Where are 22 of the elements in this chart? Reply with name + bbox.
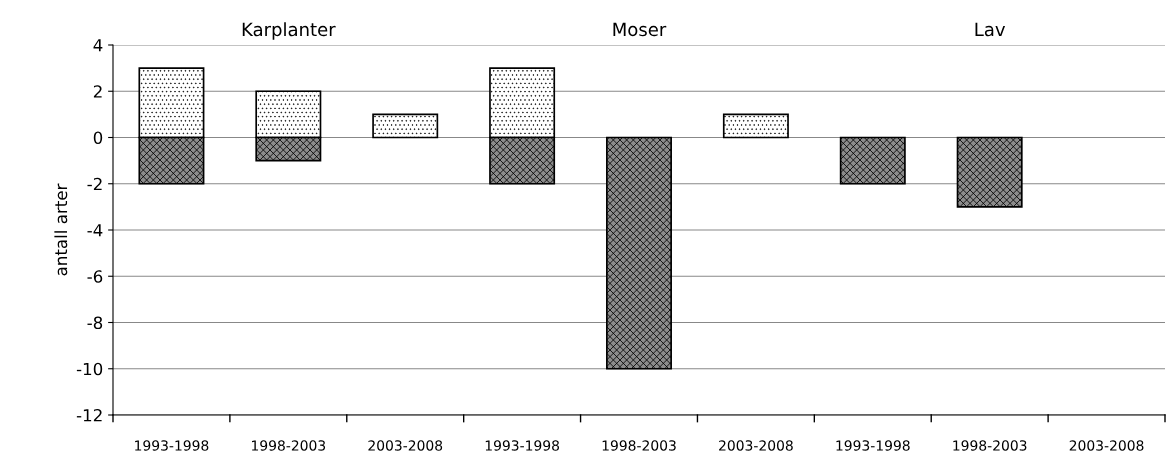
x-tick-label: 1998-2003 — [252, 440, 326, 451]
y-tick-label: 2 — [93, 85, 102, 98]
x-tick-label: 1998-2003 — [602, 440, 676, 451]
y-tick-label: -2 — [87, 177, 102, 191]
y-tick-label: -12 — [76, 408, 102, 422]
text: Lav — [975, 22, 1006, 37]
x-tick-label: 2003-2008 — [1069, 440, 1144, 451]
x-tick-label: 2003-2008 — [368, 440, 443, 451]
y-tick-label: -4 — [87, 224, 103, 237]
x-tick-label: 1993-1998 — [135, 440, 209, 451]
y-tick-label: -10 — [76, 362, 103, 376]
y-tick-label: 0 — [93, 131, 103, 145]
x-tick-label: 1993-1998 — [485, 440, 560, 451]
text: Moser — [613, 22, 667, 37]
y-tick-label: -6 — [87, 270, 103, 283]
x-tick-label: 1998-2003 — [953, 440, 1027, 451]
y-tick-label: 4 — [93, 39, 103, 52]
x-tick-label: 1993-1998 — [836, 440, 910, 451]
x-tick-label: 2003-2008 — [719, 440, 793, 451]
y-tick-label: -8 — [87, 316, 103, 330]
y-axis-title: antall arter — [54, 183, 68, 276]
text: Karplanter — [242, 22, 336, 40]
